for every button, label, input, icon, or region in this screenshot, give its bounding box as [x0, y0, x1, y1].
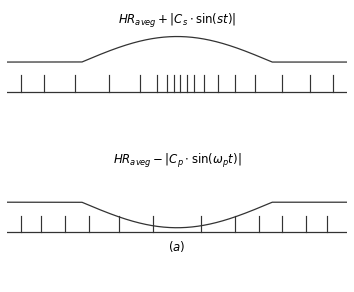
Text: $HR_{aveg} - |C_p \cdot \sin(\omega_p t)|$: $HR_{aveg} - |C_p \cdot \sin(\omega_p t)…: [113, 152, 241, 170]
Text: $HR_{aveg} + |C_s \cdot \sin(st)|$: $HR_{aveg} + |C_s \cdot \sin(st)|$: [118, 12, 236, 30]
Text: $(a)$: $(a)$: [168, 239, 186, 254]
